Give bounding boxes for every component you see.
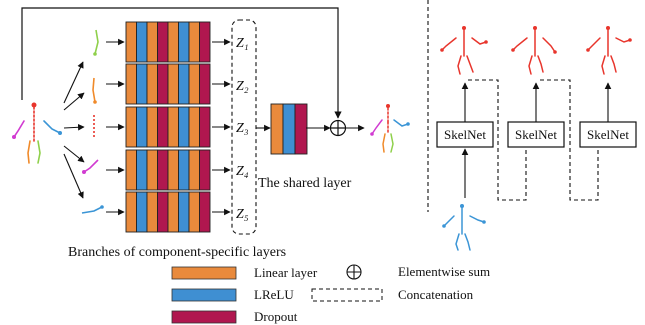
legend-dropout-swatch bbox=[171, 310, 237, 324]
branch-4-lrelu-stripe bbox=[178, 149, 190, 191]
legend-linear-label: Linear layer bbox=[254, 265, 318, 280]
skelnet-label-1: SkelNet bbox=[444, 127, 486, 142]
branch-2-linear-stripe bbox=[125, 63, 137, 105]
component-pose-left-leg bbox=[93, 29, 99, 56]
branch-1-lrelu-stripe bbox=[136, 21, 148, 63]
shared-layer-lrelu-stripe bbox=[282, 103, 296, 155]
branch-4-lrelu-stripe bbox=[136, 149, 148, 191]
legend-linear-swatch bbox=[171, 266, 237, 280]
branch-5-linear-stripe bbox=[167, 191, 179, 233]
fanout-arrow-4 bbox=[63, 145, 85, 163]
z4-label: Z₄ bbox=[236, 164, 249, 179]
branch-5-lrelu-stripe bbox=[136, 191, 148, 233]
branch-4-linear-stripe bbox=[146, 149, 158, 191]
branch-1-linear-stripe bbox=[146, 21, 158, 63]
branch-5-linear-stripe bbox=[146, 191, 158, 233]
branch-1-dropout-stripe bbox=[199, 21, 211, 63]
branch-2-dropout-stripe bbox=[157, 63, 169, 105]
branch-3-lrelu-stripe bbox=[178, 106, 190, 148]
branch-1-linear-stripe bbox=[188, 21, 200, 63]
branch-2-lrelu-stripe bbox=[136, 63, 148, 105]
shared-layer-label: The shared layer bbox=[258, 176, 352, 191]
fanout-arrow-3 bbox=[63, 124, 85, 131]
fanout-arrow-5 bbox=[63, 153, 84, 199]
branch-2-lrelu-stripe bbox=[178, 63, 190, 105]
z1-label: Z₁ bbox=[236, 36, 249, 51]
branch-3-lrelu-stripe bbox=[136, 106, 148, 148]
branch-1-dropout-stripe bbox=[157, 21, 169, 63]
branch-5-linear-stripe bbox=[188, 191, 200, 233]
z2-label: Z₂ bbox=[236, 79, 249, 94]
red-pose-figure-3 bbox=[586, 26, 632, 75]
branch-2-linear-stripe bbox=[188, 63, 200, 105]
skip-connection-arrow bbox=[21, 7, 342, 119]
branch-1-linear-stripe bbox=[167, 21, 179, 63]
input-pose-figure bbox=[12, 102, 62, 164]
red-pose-figure-1 bbox=[440, 26, 488, 75]
legend-elementwise-plus bbox=[347, 265, 361, 279]
z3-label: Z₃ bbox=[236, 121, 249, 136]
fanout-arrow-1 bbox=[63, 61, 84, 104]
skelnet-box-2 bbox=[507, 121, 565, 148]
skelnet-box-1 bbox=[436, 121, 494, 148]
branch-1-linear-stripe bbox=[125, 21, 137, 63]
branch-2-linear-stripe bbox=[167, 63, 179, 105]
legend-concat-swatch bbox=[311, 288, 383, 302]
branch-layers-group bbox=[125, 21, 211, 233]
branch-4-linear-stripe bbox=[188, 149, 200, 191]
component-pose-right-leg bbox=[92, 77, 97, 104]
z5-label: Z₅ bbox=[236, 207, 249, 222]
chain-connector-2 bbox=[540, 79, 599, 201]
branch-5-dropout-stripe bbox=[199, 191, 211, 233]
branch-3-linear-stripe bbox=[125, 106, 137, 148]
shared-layer-linear-stripe bbox=[270, 103, 284, 155]
blue-input-pose-figure bbox=[442, 204, 486, 251]
concatenation-box bbox=[231, 19, 257, 235]
elementwise-sum-plus bbox=[331, 121, 345, 135]
skelnet-box-3 bbox=[579, 121, 637, 148]
legend-lrelu-swatch bbox=[171, 288, 237, 302]
branch-4-dropout-stripe bbox=[157, 149, 169, 191]
branch-2-linear-stripe bbox=[146, 63, 158, 105]
skelnet-label-3: SkelNet bbox=[587, 127, 629, 142]
branches-caption: Branches of component-specific layers bbox=[68, 245, 286, 260]
branch-5-dropout-stripe bbox=[157, 191, 169, 233]
branch-3-linear-stripe bbox=[167, 106, 179, 148]
branch-5-linear-stripe bbox=[125, 191, 137, 233]
branch-1-lrelu-stripe bbox=[178, 21, 190, 63]
branch-3-dropout-stripe bbox=[199, 106, 211, 148]
legend-dropout-label: Dropout bbox=[254, 309, 298, 324]
shared-layer-block bbox=[270, 103, 308, 155]
legend: Linear layer LReLU Dropout Elementwise s… bbox=[171, 264, 490, 324]
legend-lrelu-label: LReLU bbox=[254, 287, 294, 302]
output-pose-figure bbox=[370, 104, 410, 153]
legend-concat-label: Concatenation bbox=[398, 287, 474, 302]
component-pose-right-arm bbox=[81, 205, 104, 214]
branch-3-linear-stripe bbox=[146, 106, 158, 148]
skelnet-label-2: SkelNet bbox=[515, 127, 557, 142]
branch-3-linear-stripe bbox=[188, 106, 200, 148]
fanout-arrow-2 bbox=[63, 92, 85, 111]
component-pose-left-arm bbox=[82, 159, 99, 174]
chain-connector-1 bbox=[468, 79, 527, 201]
red-pose-figure-2 bbox=[511, 26, 557, 75]
branch-4-linear-stripe bbox=[167, 149, 179, 191]
shared-layer-dropout-stripe bbox=[294, 103, 308, 155]
branch-4-linear-stripe bbox=[125, 149, 137, 191]
branch-4-dropout-stripe bbox=[199, 149, 211, 191]
branch-3-dropout-stripe bbox=[157, 106, 169, 148]
legend-elementwise-label: Elementwise sum bbox=[398, 264, 490, 279]
branch-2-dropout-stripe bbox=[199, 63, 211, 105]
branch-5-lrelu-stripe bbox=[178, 191, 190, 233]
